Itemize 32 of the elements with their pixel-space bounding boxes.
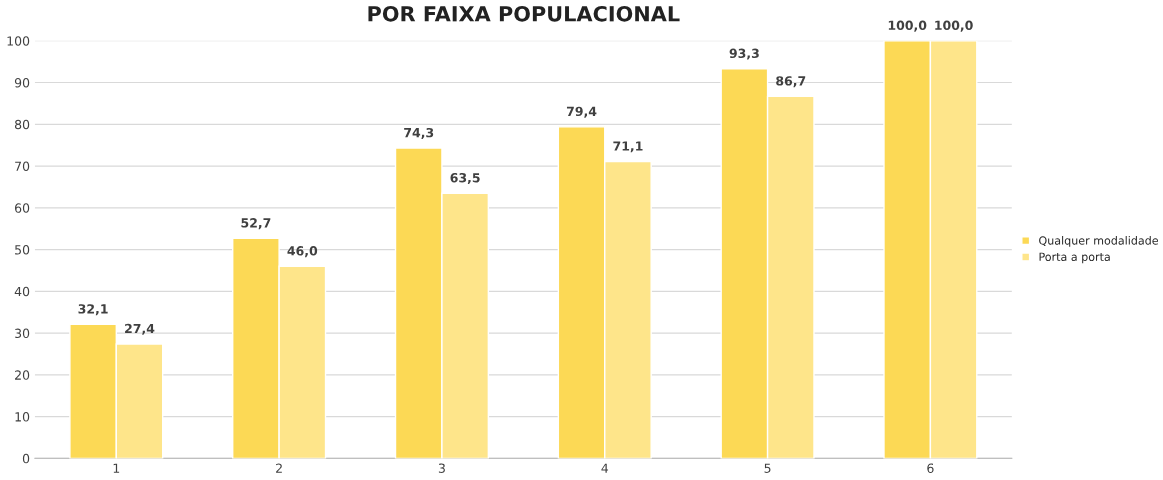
data-label: 32,1 xyxy=(78,304,108,316)
data-label: 100,0 xyxy=(935,20,973,32)
chart-title: POR FAIXA POPULACIONAL xyxy=(368,5,680,22)
y-tick-label: 90 xyxy=(14,78,30,88)
legend-label: Porta a porta xyxy=(1039,252,1110,264)
data-label: 86,7 xyxy=(776,76,806,88)
x-tick-label: 3 xyxy=(438,463,445,473)
data-label: 63,5 xyxy=(450,173,480,185)
data-label: 79,4 xyxy=(566,106,597,118)
data-label: 71,1 xyxy=(613,141,643,153)
y-tick-label: 10 xyxy=(15,412,30,422)
y-tick-label: 20 xyxy=(15,370,30,380)
data-label: 46,0 xyxy=(287,246,318,258)
y-tick-label: 100 xyxy=(7,36,30,46)
x-tick-label: 4 xyxy=(601,463,609,473)
y-tick-label: 70 xyxy=(15,161,30,172)
data-label: 100,0 xyxy=(888,20,927,32)
data-label: 27,4 xyxy=(125,323,155,335)
y-tick-label: 30 xyxy=(15,328,30,339)
x-tick-label: 1 xyxy=(113,463,120,473)
y-tick-label: 50 xyxy=(15,245,30,255)
y-tick-label: 40 xyxy=(14,286,30,297)
data-label: 93,3 xyxy=(729,48,759,60)
data-label: 74,3 xyxy=(404,127,434,139)
x-tick-label: 5 xyxy=(764,463,771,473)
y-tick-label: 80 xyxy=(14,119,30,130)
x-tick-label: 2 xyxy=(276,463,282,473)
y-tick-label: 0 xyxy=(22,453,30,464)
x-tick-label: 6 xyxy=(927,463,934,473)
legend-label: Qualquer modalidade xyxy=(1039,236,1159,247)
y-tick-label: 60 xyxy=(15,203,30,213)
data-label: 52,7 xyxy=(241,218,271,230)
